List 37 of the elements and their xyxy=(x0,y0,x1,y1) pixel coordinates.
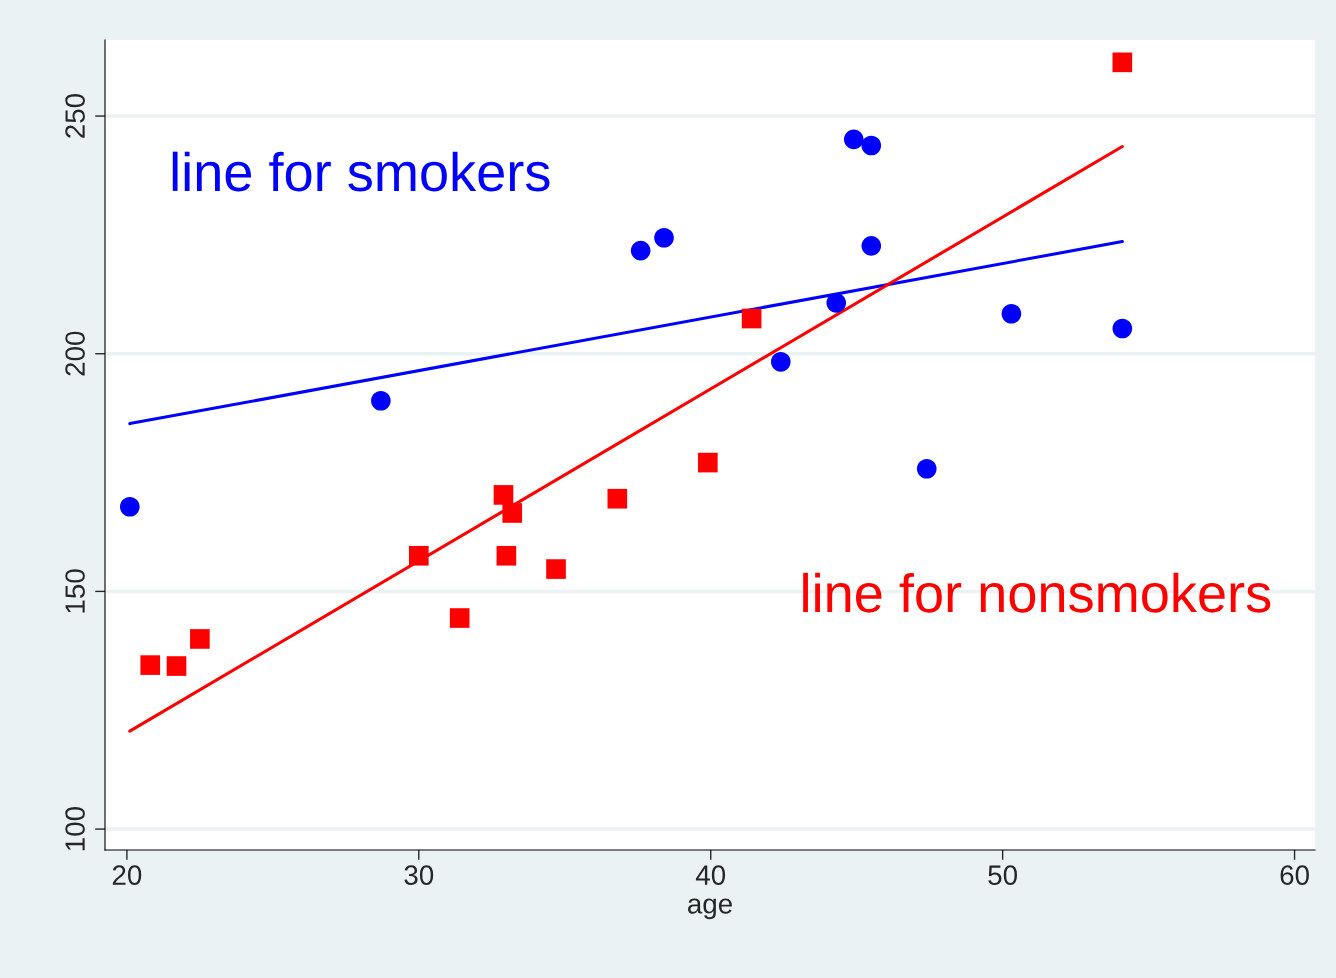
point xyxy=(496,545,517,566)
x-tick-label: 40 xyxy=(695,865,726,885)
y-tick-label: 100 xyxy=(65,807,85,851)
point xyxy=(493,485,514,505)
x-tick-label: 20 xyxy=(112,865,142,885)
y-tick-label: 200 xyxy=(65,331,85,376)
x-tick-label: 50 xyxy=(988,865,1018,885)
point xyxy=(697,452,718,473)
point xyxy=(654,227,674,248)
point xyxy=(1001,303,1022,324)
x-tick-label: 60 xyxy=(1280,865,1309,885)
point xyxy=(408,545,429,566)
point xyxy=(1112,52,1133,73)
point xyxy=(843,129,864,150)
point xyxy=(166,656,187,676)
point xyxy=(449,608,470,628)
point xyxy=(826,293,847,313)
point xyxy=(371,390,391,411)
y-tick-label: 250 xyxy=(65,93,85,138)
y-tick-label: 150 xyxy=(65,569,85,613)
point xyxy=(607,488,628,509)
annotation: line for nonsmokers xyxy=(803,572,1271,613)
point xyxy=(861,236,882,256)
point xyxy=(546,559,566,579)
point xyxy=(1112,318,1133,339)
point xyxy=(916,458,937,479)
point xyxy=(861,135,882,156)
point xyxy=(140,655,161,675)
annotation: line for smokers xyxy=(172,151,550,192)
x-axis-title: age xyxy=(688,898,732,920)
point xyxy=(119,496,140,517)
x-tick-label: 30 xyxy=(404,865,434,885)
point xyxy=(741,308,762,329)
point xyxy=(190,629,210,649)
point xyxy=(502,503,523,523)
point xyxy=(770,351,791,372)
point xyxy=(630,240,651,261)
